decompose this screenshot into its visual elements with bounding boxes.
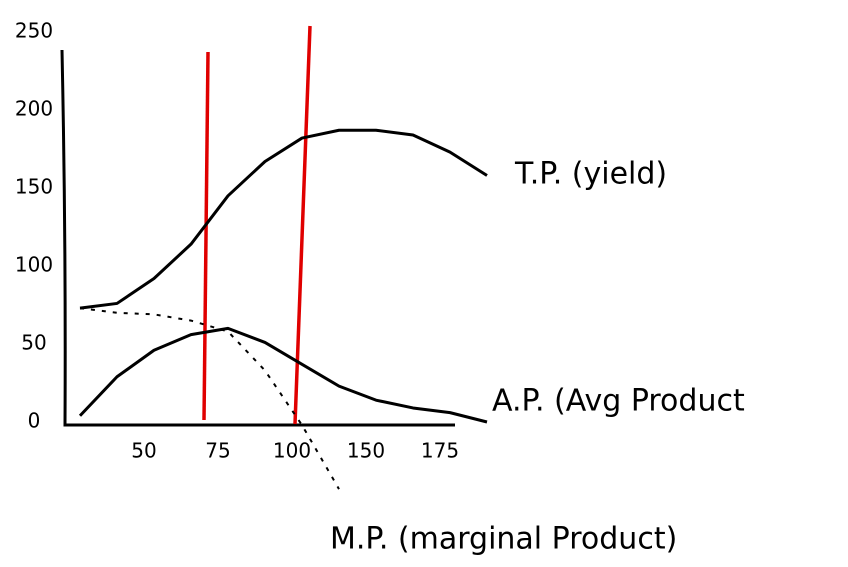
- y-tick-label: 250: [15, 19, 53, 43]
- y-tick-label: 50: [21, 331, 46, 355]
- y-tick-label: 200: [15, 97, 53, 121]
- y-tick-label: 100: [15, 253, 53, 277]
- series-label: A.P. (Avg Product: [492, 384, 745, 419]
- series-line: [80, 328, 487, 422]
- series-line: [80, 130, 487, 308]
- x-tick-label: 100: [273, 439, 311, 463]
- x-tick-label: 175: [421, 439, 459, 463]
- chart: 0 50 100 150 200 250 50 75 100 150 175 T.P. (yield)…: [0, 0, 848, 567]
- y-tick-label: 0: [28, 409, 41, 433]
- page: 0 50 100 150 200 250 50 75 100 150 175 T.P. (yield)…: [0, 0, 848, 567]
- x-tick-label: 150: [347, 439, 385, 463]
- series-label: T.P. (yield): [514, 157, 667, 192]
- x-tick-label: 75: [205, 439, 230, 463]
- x-tick-label: 50: [131, 439, 156, 463]
- axes: [62, 50, 455, 425]
- red-line: [204, 52, 208, 420]
- series-label: M.P. (marginal Product): [330, 522, 677, 557]
- y-tick-label: 150: [15, 175, 53, 199]
